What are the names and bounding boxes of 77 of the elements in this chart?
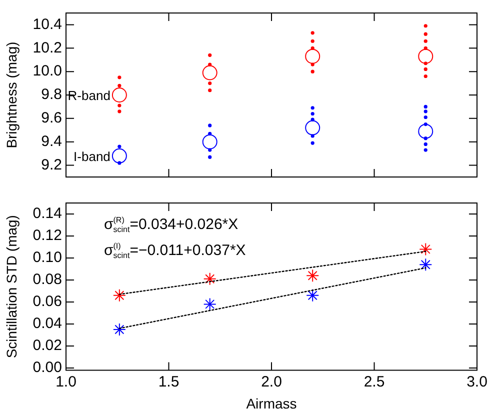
- point: [202, 134, 218, 150]
- x-tick-label: 2.0: [261, 373, 282, 390]
- point: [424, 24, 428, 28]
- point: [118, 161, 122, 165]
- y-tick-label: 0.04: [32, 315, 62, 332]
- y-tick-label: 9.2: [41, 156, 62, 174]
- point: [424, 46, 428, 50]
- x-tick-label: 2.5: [364, 373, 385, 390]
- point: [118, 104, 122, 108]
- point: [424, 136, 428, 140]
- point: [424, 115, 428, 120]
- y-tick-label: 9.6: [41, 110, 62, 127]
- point: [310, 46, 314, 50]
- x-tick-label: 3.0: [466, 373, 488, 390]
- point: [424, 62, 428, 66]
- point: [419, 242, 432, 256]
- y-tick-label: 0.10: [32, 249, 62, 266]
- point: [208, 148, 212, 152]
- point: [424, 122, 428, 126]
- point: [305, 120, 320, 136]
- point: [310, 39, 314, 43]
- point: [203, 298, 216, 311]
- point: [418, 124, 434, 139]
- y-tick-label: 9.4: [41, 133, 62, 150]
- y-tick-label: 10.0: [32, 62, 62, 80]
- y-axis-title: Brightness (mag): [3, 42, 20, 148]
- y-tick-label: 0.08: [32, 271, 62, 288]
- point: [112, 288, 126, 302]
- point: [424, 32, 428, 36]
- y-axis-title: Scintillation STD (mag): [3, 215, 20, 358]
- y-tick-label: 0.14: [32, 205, 62, 222]
- point: [310, 106, 314, 110]
- point: [112, 148, 127, 164]
- point: [306, 288, 320, 302]
- point: [208, 53, 212, 57]
- point: [419, 258, 432, 272]
- point: [424, 74, 428, 78]
- y-tick-label: 10.4: [32, 16, 62, 33]
- point: [310, 118, 314, 122]
- point: [310, 141, 314, 145]
- point: [208, 81, 212, 86]
- y-tick-label: 0.12: [32, 227, 62, 244]
- point: [310, 31, 314, 35]
- point: [310, 62, 314, 66]
- point: [424, 39, 428, 43]
- y-tick-label: 0.06: [32, 293, 62, 310]
- point: [310, 112, 314, 116]
- point: [118, 110, 122, 114]
- y-tick-label: 0.02: [32, 337, 62, 354]
- point: [424, 67, 428, 72]
- y-tick-label: 10.2: [32, 39, 62, 56]
- point: [208, 155, 212, 159]
- point: [118, 84, 122, 88]
- point: [424, 142, 428, 146]
- point: [424, 148, 428, 152]
- x-axis-title: Airmass: [246, 395, 297, 412]
- series-label: R-band: [68, 88, 110, 103]
- point: [208, 132, 212, 136]
- point: [112, 323, 126, 336]
- point: [310, 134, 314, 138]
- point: [418, 48, 434, 64]
- point: [118, 76, 122, 80]
- point: [208, 88, 212, 92]
- point: [112, 88, 127, 102]
- series-label: I-band: [74, 148, 110, 164]
- x-tick-label: 1.5: [158, 373, 180, 390]
- y-tick-label: 9.8: [41, 86, 62, 104]
- point: [424, 110, 428, 114]
- point: [424, 104, 428, 109]
- point: [203, 272, 216, 286]
- point: [118, 144, 122, 148]
- point: [208, 62, 212, 66]
- point: [202, 65, 218, 80]
- point: [305, 48, 320, 64]
- point: [208, 124, 212, 128]
- point: [306, 269, 320, 282]
- point: [310, 70, 314, 74]
